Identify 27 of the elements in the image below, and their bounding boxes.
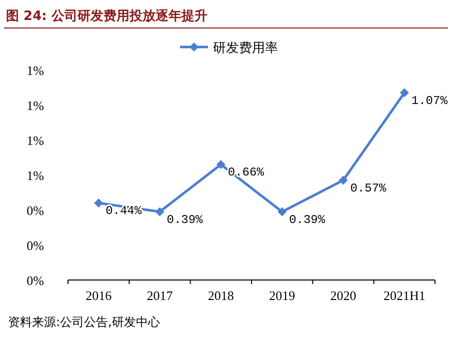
y-tick-label: 0% xyxy=(26,273,44,288)
x-tick-label: 2020 xyxy=(330,288,356,303)
data-label: 0.44% xyxy=(106,204,142,218)
chart-title: 图 24: 公司研发费用投放逐年提升 xyxy=(6,8,208,24)
legend-label: 研发费用率 xyxy=(213,40,278,56)
x-tick-label: 2019 xyxy=(269,288,296,303)
y-tick-label: 1% xyxy=(26,63,44,78)
point xyxy=(94,198,104,208)
data-label: 0.39% xyxy=(166,212,204,227)
data-label: 1.07% xyxy=(411,94,448,108)
x-tick-label: 2018 xyxy=(208,288,234,303)
y-tick-label: 1% xyxy=(26,133,44,148)
x-tick-label: 2021H1 xyxy=(383,288,426,303)
point xyxy=(278,207,287,216)
y-tick-label: 0% xyxy=(26,238,44,253)
y-tick-label: 1% xyxy=(26,168,44,183)
y-tick-label: 1% xyxy=(26,98,44,113)
data-label: 0.57% xyxy=(350,181,388,196)
point xyxy=(155,207,164,216)
text: 资料来源:公司公告,研发中心 xyxy=(8,315,160,329)
data-label: 0.39% xyxy=(289,212,326,227)
point xyxy=(338,176,348,185)
x-tick-label: 2017 xyxy=(146,288,174,303)
point xyxy=(400,88,409,98)
point xyxy=(216,160,226,169)
y-tick-label: 0% xyxy=(26,203,44,218)
x-tick-label: 2016 xyxy=(86,288,112,303)
